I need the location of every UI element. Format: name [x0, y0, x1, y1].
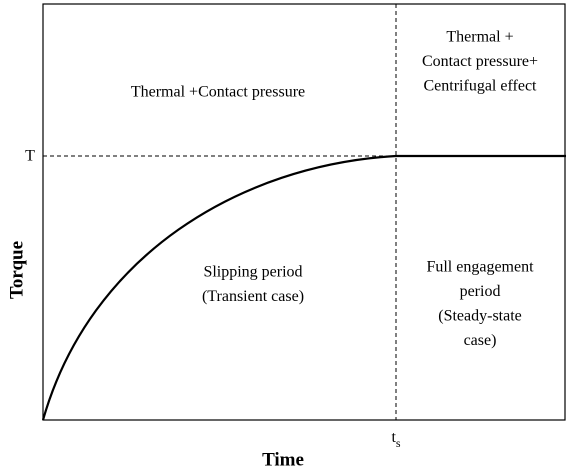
x-marker: ts	[391, 429, 400, 450]
region-label: period	[460, 283, 501, 300]
region-label: Thermal +Contact pressure	[131, 84, 305, 101]
region-label: Centrifugal effect	[424, 78, 538, 95]
region-label: Contact pressure+	[422, 53, 538, 70]
region-label: (Steady-state	[438, 308, 522, 325]
region-label: case)	[464, 332, 497, 349]
region-label: (Transient case)	[202, 288, 304, 305]
region-label: Thermal +	[446, 29, 513, 46]
region-label: Slipping period	[203, 264, 302, 281]
x-axis-label: Time	[262, 449, 304, 470]
y-axis-label: Torque	[6, 241, 27, 299]
region-labels: Thermal +Contact pressure Thermal + Contac…	[131, 29, 538, 350]
region-label: Full engagement	[426, 259, 534, 276]
y-marker: T	[25, 148, 35, 165]
torque-curve	[41, 154, 566, 421]
plot-frame	[42, 3, 566, 421]
